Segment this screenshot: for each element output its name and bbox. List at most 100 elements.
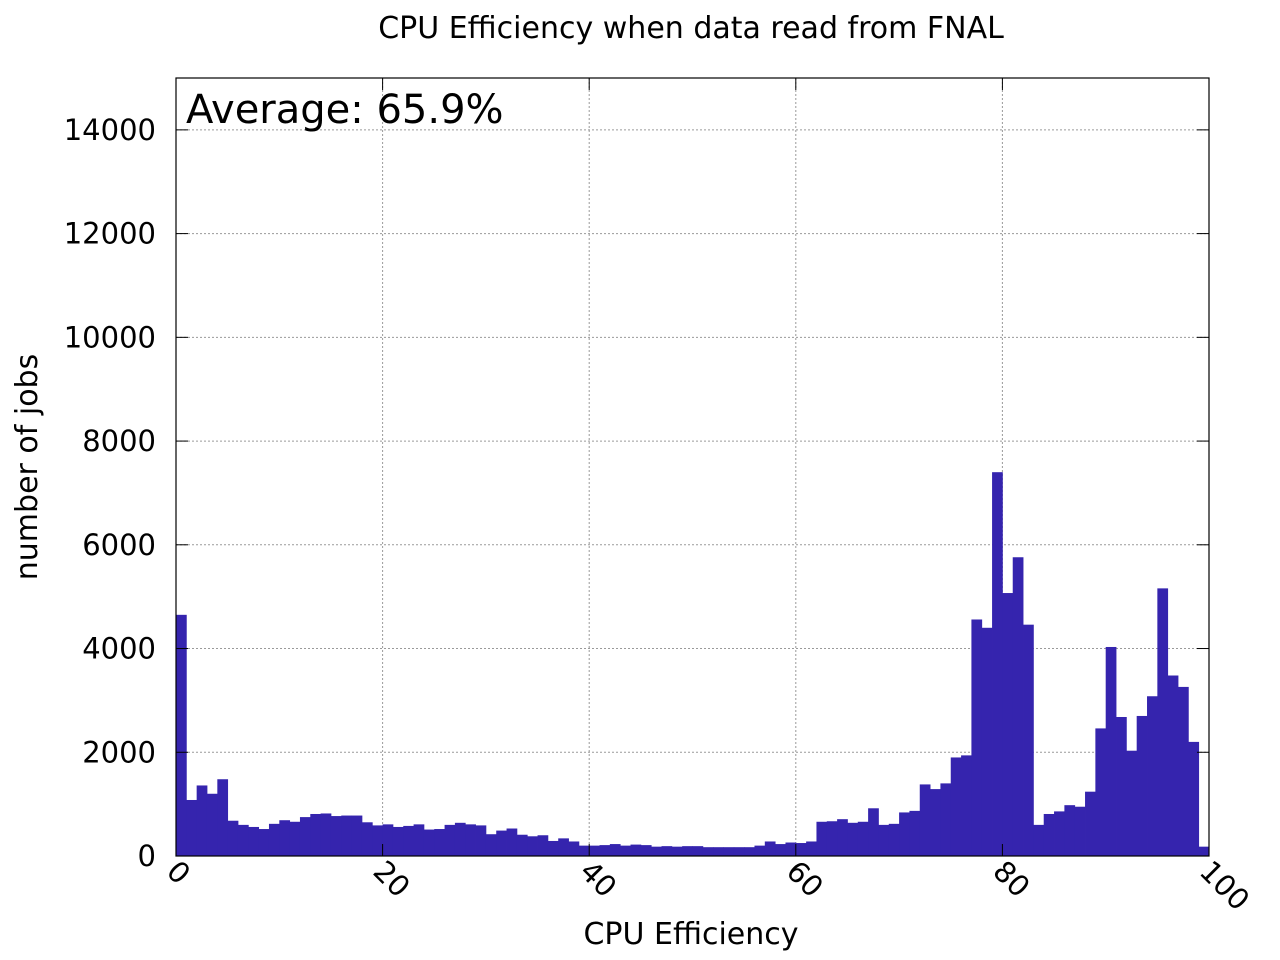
histogram-bar-95 (1157, 588, 1169, 856)
histogram-bar-53 (723, 847, 735, 856)
histogram-bar-11 (289, 821, 301, 856)
histogram-bar-42 (609, 844, 621, 856)
histogram-bar-26 (444, 824, 456, 856)
histogram-bar-1 (186, 799, 198, 856)
histogram-bar-14 (320, 813, 332, 856)
histogram-bar-68 (878, 824, 890, 856)
histogram-bar-40 (589, 845, 600, 856)
histogram-bar-87 (1074, 806, 1086, 856)
histogram-bar-13 (310, 813, 322, 856)
histogram-bar-88 (1085, 791, 1096, 856)
histogram-bar-84 (1043, 813, 1055, 856)
histogram-bar-63 (826, 821, 838, 856)
histogram-bar-93 (1136, 715, 1148, 856)
histogram-bar-50 (692, 846, 704, 856)
histogram-bar-49 (682, 846, 693, 856)
histogram-bar-9 (268, 823, 280, 856)
histogram-bar-19 (372, 825, 383, 856)
histogram-bar-60 (795, 843, 807, 856)
histogram-bar-82 (1023, 624, 1034, 856)
histogram-bar-78 (981, 627, 993, 856)
histogram-bar-8 (258, 829, 270, 856)
annotation-average: Average: 65.9% (186, 87, 504, 133)
histogram-bar-61 (806, 841, 817, 856)
x-tick-label-1: 20 (367, 854, 417, 904)
histogram-bar-59 (785, 842, 797, 856)
histogram-bar-71 (909, 810, 921, 856)
histogram-bar-91 (1116, 716, 1127, 856)
histogram-bar-47 (661, 846, 673, 856)
histogram-bar-28 (465, 824, 476, 856)
y-tick-label-6: 12000 (64, 217, 156, 251)
histogram-bar-30 (485, 834, 497, 856)
plot-frame (175, 77, 1210, 857)
histogram-bar-34 (527, 836, 538, 856)
histogram-bar-62 (816, 821, 828, 856)
histogram-bar-90 (1105, 646, 1117, 856)
histogram-bar-70 (899, 812, 910, 856)
histogram-bar-76 (961, 755, 972, 856)
histogram-bar-67 (868, 808, 879, 856)
y-tick-label-7: 14000 (64, 113, 156, 147)
chart-title: CPU Efficiency when data read from FNAL (378, 11, 1004, 46)
x-axis-label: CPU Efficiency (583, 917, 798, 952)
histogram-bar-97 (1178, 686, 1189, 856)
histogram-bar-69 (888, 823, 900, 856)
histogram-bar-15 (330, 816, 342, 856)
histogram-bar-24 (423, 829, 435, 856)
histogram-bar-29 (475, 825, 487, 856)
y-axis-ticks: 0 2000 4000 6000 8000 10000 12000 14000 (64, 113, 1209, 873)
histogram-bar-45 (640, 845, 652, 856)
histogram-bar-21 (392, 826, 404, 856)
histogram-bar-66 (857, 821, 869, 856)
histogram-bar-57 (764, 841, 776, 856)
histogram-bar-22 (403, 825, 414, 856)
histogram-bar-18 (361, 822, 373, 856)
histogram-bar-46 (651, 846, 662, 856)
histogram-bar-98 (1188, 741, 1200, 856)
histogram-bar-7 (248, 826, 260, 856)
histogram-bar-12 (299, 817, 311, 856)
y-tick-label-1: 2000 (82, 735, 156, 769)
histogram-bar-89 (1095, 728, 1107, 856)
histogram-bar-38 (568, 841, 580, 856)
histogram-bar-36 (547, 840, 559, 856)
histogram-bar-43 (620, 845, 631, 856)
histogram-bar-39 (578, 845, 590, 856)
y-tick-label-4: 8000 (82, 424, 156, 458)
histogram-bar-20 (382, 824, 394, 856)
histogram-bar-33 (516, 834, 528, 856)
histogram-bar-54 (733, 847, 745, 856)
histogram-bar-37 (558, 838, 569, 856)
histogram-bar-92 (1126, 750, 1138, 856)
histogram-bar-80 (1002, 593, 1014, 856)
histogram-bar-27 (454, 822, 466, 856)
histogram-bar-52 (713, 847, 724, 856)
histogram-bar-83 (1033, 824, 1045, 856)
histogram-bar-85 (1054, 811, 1065, 856)
histogram-bar-0 (176, 614, 187, 856)
histogram-bar-25 (434, 829, 445, 856)
y-axis-label: number of jobs (10, 354, 45, 580)
histogram-bar-79 (992, 472, 1003, 856)
histogram-bar-3 (206, 793, 218, 856)
histogram-bar-55 (744, 847, 755, 856)
histogram-bar-44 (630, 844, 642, 856)
histogram-bar-58 (775, 844, 786, 856)
histogram-bar-41 (599, 845, 611, 856)
histogram-bar-48 (671, 846, 683, 856)
x-tick-label-0: 0 (160, 854, 197, 891)
histogram-bar-4 (217, 779, 229, 856)
x-tick-label-3: 60 (780, 854, 830, 904)
histogram-bar-35 (537, 835, 549, 856)
histogram-bar-51 (702, 847, 714, 856)
histogram-bar-96 (1167, 675, 1179, 856)
histogram-bar-5 (227, 820, 239, 856)
y-tick-label-5: 10000 (64, 320, 156, 354)
histogram-bar-86 (1064, 805, 1076, 856)
grid-lines (176, 78, 1209, 856)
histogram-bar-6 (237, 824, 249, 856)
x-tick-label-5: 100 (1193, 854, 1256, 917)
x-tick-label-4: 80 (986, 854, 1036, 904)
histogram-bar-23 (413, 824, 425, 856)
